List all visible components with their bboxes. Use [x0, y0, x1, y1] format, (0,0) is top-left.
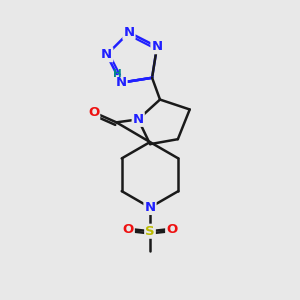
Text: H: H: [113, 69, 122, 79]
Text: N: N: [116, 76, 127, 89]
Text: N: N: [101, 48, 112, 61]
Text: S: S: [145, 225, 155, 238]
Text: O: O: [166, 223, 177, 236]
Text: O: O: [123, 223, 134, 236]
Text: N: N: [144, 201, 156, 214]
Text: N: N: [152, 40, 163, 53]
Text: N: N: [133, 113, 144, 126]
Text: N: N: [123, 26, 134, 39]
Text: O: O: [88, 106, 99, 119]
